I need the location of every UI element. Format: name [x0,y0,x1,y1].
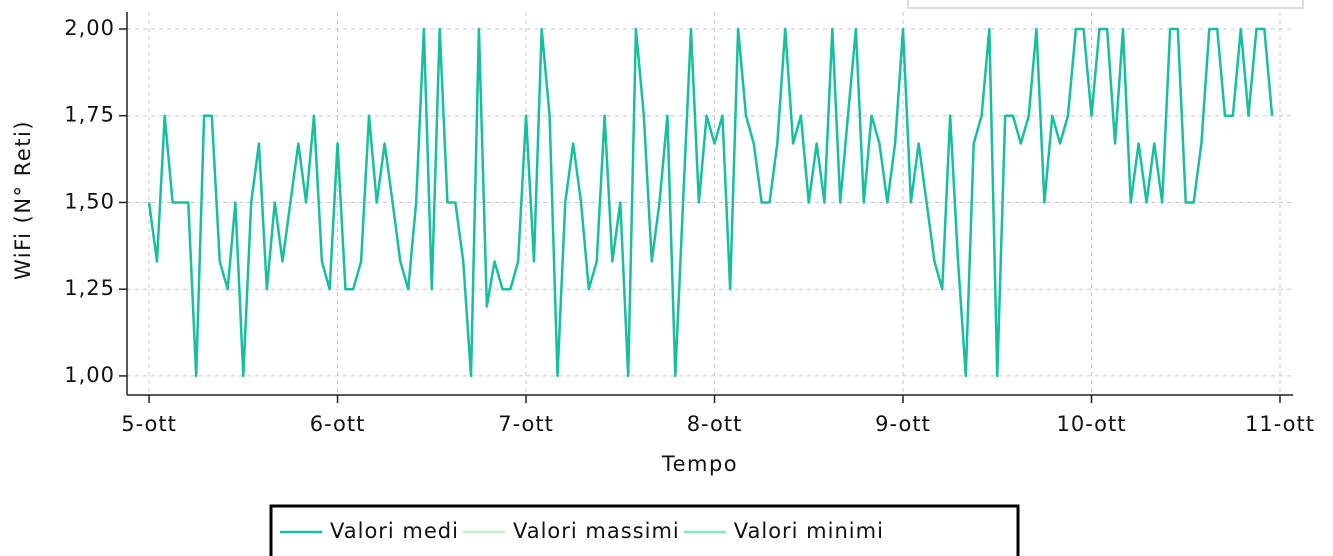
clipped-panel [907,0,1304,9]
y-tick-label: 1,50 [64,189,115,213]
legend-label: Valori minimi [734,519,884,543]
y-axis-title: WiFi (N° Reti) [11,120,35,280]
y-tick-label: 1,00 [64,363,115,387]
legend-label: Valori medi [330,519,459,543]
y-tick-label: 2,00 [64,16,115,40]
x-tick-label: 6-ott [310,412,366,436]
y-tick-label: 1,75 [64,103,115,127]
x-tick-label: 7-ott [498,412,554,436]
data-line [147,27,1274,378]
legend-label: Valori massimi [513,519,680,543]
x-tick-label: 5-ott [121,412,177,436]
x-tick-label: 9-ott [875,412,931,436]
x-axis-title: Tempo [661,452,738,476]
x-tick-label: 11-ott [1245,412,1315,436]
y-tick-label: 1,25 [64,276,115,300]
x-tick-label: 8-ott [687,412,743,436]
legend-box [269,504,1020,556]
x-tick-label: 10-ott [1056,412,1126,436]
